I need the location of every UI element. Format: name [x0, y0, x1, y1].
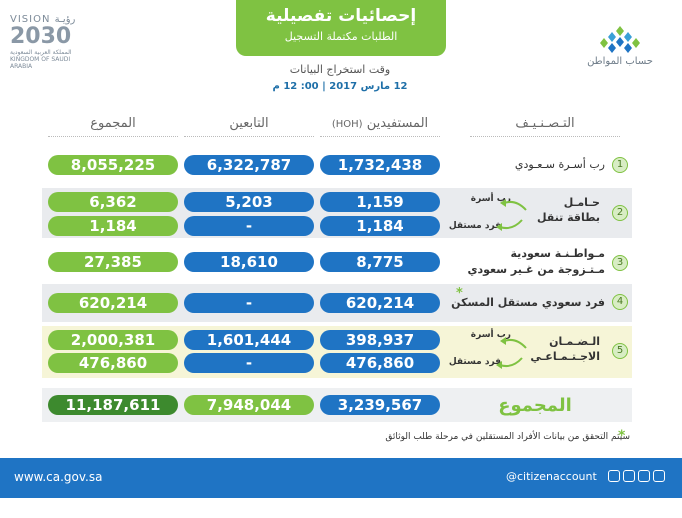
sub-label-family-head: رب أسرة — [470, 330, 511, 340]
hoh-label: (HOH) — [331, 119, 363, 130]
header-divider — [470, 136, 620, 137]
beneficiaries-value: 1,184 — [320, 216, 440, 236]
beneficiaries-value: 1,732,438 — [320, 155, 440, 175]
beneficiaries-label: المستفيدين — [366, 116, 429, 131]
row-number-badge: 4 — [612, 294, 628, 310]
row-number-badge: 5 — [612, 343, 628, 359]
total-value: 2,000,381 — [48, 330, 178, 350]
row-category-label-line1: مـواطـنـة سعودية — [510, 247, 605, 260]
row-number-badge: 2 — [612, 205, 628, 221]
dependents-value: - — [184, 216, 314, 236]
grand-total-total: 11,187,611 — [48, 395, 178, 415]
row-category-label-line1: الـضـمـان — [549, 335, 600, 348]
footnote-text: سيتم التحقق من بيانات الأفراد المستقلين … — [385, 432, 630, 442]
curved-arrow-icon — [496, 219, 523, 231]
page-subtitle: الطلبات مكتملة التسجيل — [284, 30, 398, 43]
asterisk-icon: * — [618, 428, 626, 444]
beneficiaries-value: 398,937 — [320, 330, 440, 350]
row-category-label-line2: بطاقة تنقل — [536, 211, 600, 224]
row-category-label: فرد سعودي مستقل المسكن — [451, 296, 605, 309]
twitter-icon[interactable] — [638, 470, 650, 482]
beneficiaries-value: 1,159 — [320, 192, 440, 212]
dependents-value: 5,203 — [184, 192, 314, 212]
total-value: 8,055,225 — [48, 155, 178, 175]
sub-label-independent: فرد مستقل — [448, 357, 501, 367]
citizen-account-mark-icon — [600, 26, 640, 53]
column-header-dependents: التابعين — [229, 116, 269, 131]
header-banner: إحصائيات تفصيلية الطلبات مكتملة التسجيل — [236, 0, 446, 56]
row-category-label-line1: حـامـل — [563, 196, 600, 209]
sub-label-family-head: رب أسرة — [470, 194, 511, 204]
dependents-value: - — [184, 353, 314, 373]
curved-arrow-icon — [500, 199, 527, 211]
header-divider — [320, 136, 440, 137]
youtube-icon[interactable] — [623, 470, 635, 482]
website-link[interactable]: www.ca.gov.sa — [14, 470, 103, 484]
grand-total-beneficiaries: 3,239,567 — [320, 395, 440, 415]
extract-time-value: 12 مارس 2017 | 00: 12 م — [272, 81, 408, 92]
vision-label: VISION رؤيـة — [10, 14, 76, 25]
dependents-value: 18,610 — [184, 252, 314, 272]
extract-time-label: وقت استخراج البيانات — [289, 63, 391, 76]
sub-label-independent: فرد مستقل — [448, 221, 501, 231]
dependents-value: 1,601,444 — [184, 330, 314, 350]
grand-total-dependents: 7,948,044 — [184, 395, 314, 415]
vision-2030-logo: VISION رؤيـة 2030 المملكة العربية السعود… — [10, 14, 90, 70]
social-icons-group — [608, 470, 668, 484]
instagram-icon[interactable] — [608, 470, 620, 482]
total-value: 6,362 — [48, 192, 178, 212]
footer-bar: www.ca.gov.sa @citizenaccount — [0, 458, 682, 498]
total-value: 1,184 — [48, 216, 178, 236]
column-header-beneficiaries: المستفيدين (HOH) — [320, 116, 440, 131]
citizen-account-logo: حساب المواطن — [580, 24, 660, 67]
row-category-label-line2: الاجـتـمـاعـي — [530, 350, 600, 363]
header-divider — [184, 136, 314, 137]
row-category-label-line2: مـتـزوجة من غـير سعودي — [467, 263, 605, 276]
grand-total-label: المجموع — [498, 395, 572, 416]
brand-name: حساب المواطن — [587, 56, 653, 67]
asterisk-icon: * — [456, 286, 463, 301]
page-title: إحصائيات تفصيلية — [265, 6, 417, 26]
column-header-category: التـصـنـيـف — [515, 116, 575, 131]
curved-arrow-icon — [500, 337, 527, 349]
beneficiaries-value: 8,775 — [320, 252, 440, 272]
social-handle[interactable]: @citizenaccount — [506, 470, 597, 483]
curved-arrow-icon — [496, 357, 523, 369]
snapchat-icon[interactable] — [653, 470, 665, 482]
beneficiaries-value: 476,860 — [320, 353, 440, 373]
dependents-value: - — [184, 293, 314, 313]
total-value: 620,214 — [48, 293, 178, 313]
row-number-badge: 1 — [612, 157, 628, 173]
column-header-total: المجموع — [90, 116, 136, 131]
vision-country-en: KINGDOM OF SAUDI ARABIA — [10, 56, 71, 70]
row-number-badge: 3 — [612, 255, 628, 271]
vision-country-ar: المملكة العربية السعودية — [10, 49, 72, 56]
header-divider — [48, 136, 178, 137]
row-category-label: رب أسـرة سـعـودي — [514, 158, 605, 171]
dependents-value: 6,322,787 — [184, 155, 314, 175]
beneficiaries-value: 620,214 — [320, 293, 440, 313]
vision-year: 2030 — [10, 24, 72, 49]
total-value: 27,385 — [48, 252, 178, 272]
bottom-margin — [0, 498, 682, 518]
total-value: 476,860 — [48, 353, 178, 373]
